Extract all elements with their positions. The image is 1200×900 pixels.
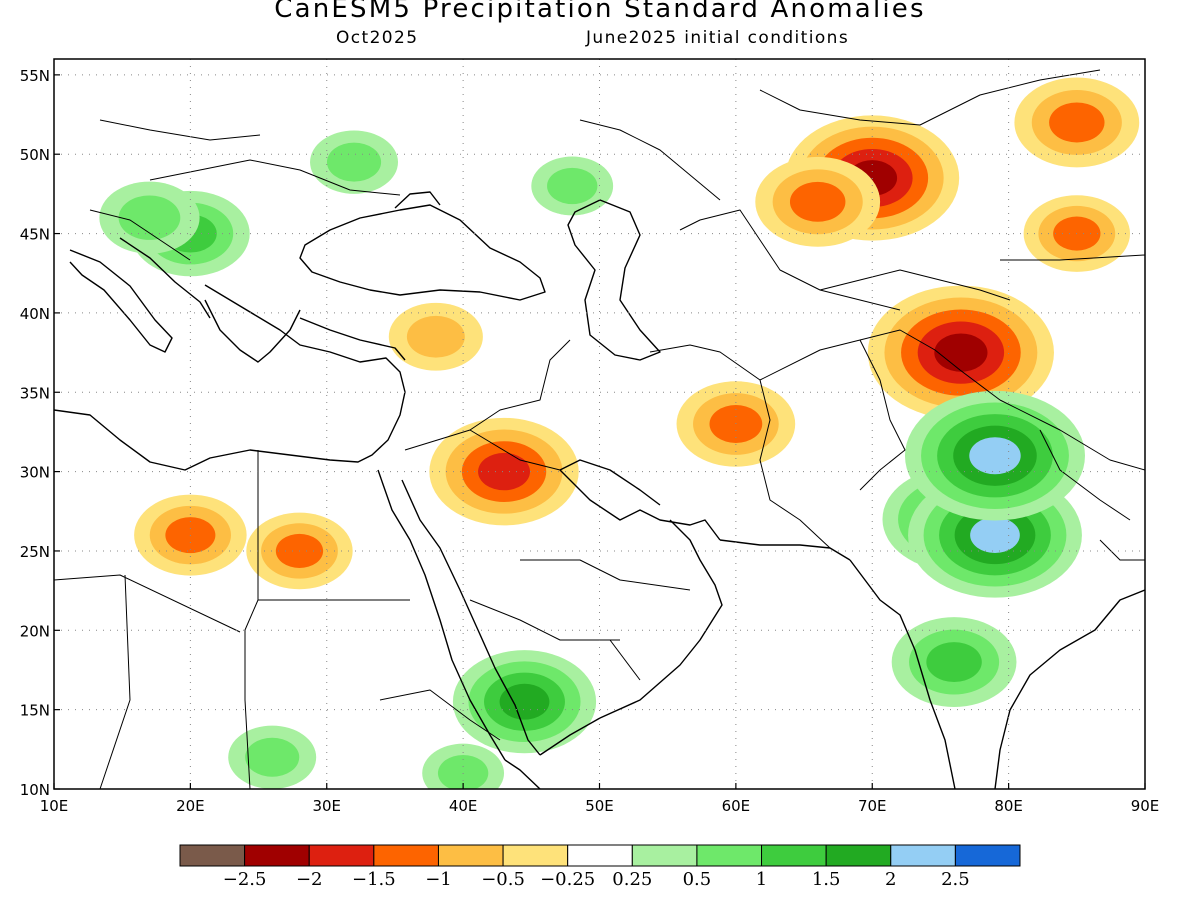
colorbar-label: −2.5 (223, 869, 267, 890)
anomaly-region (867, 285, 1054, 420)
anomaly-region (452, 650, 597, 754)
anomaly-region (99, 181, 200, 254)
colorbar: −2.5 −2 −1.5 −1 −0.5 −0.25 0.25 0.5 1 1.5 2 2.5 (179, 844, 1021, 890)
colorbar-label: 0.25 (612, 869, 652, 890)
lat-tick-label: 40N (20, 305, 50, 323)
contour-level (547, 167, 598, 205)
colorbar-label: 1 (756, 869, 767, 890)
contour-level (118, 195, 181, 240)
anomaly-region (904, 390, 1085, 521)
anomaly-region (755, 156, 881, 247)
lat-tick-label: 30N (20, 464, 50, 482)
colorbar-swatch (631, 844, 698, 867)
colorbar-label: 2 (885, 869, 896, 890)
colorbar-swatch (696, 844, 763, 867)
colorbar-label: −1.5 (352, 869, 396, 890)
lat-tick-label: 15N (20, 702, 50, 720)
contour-level (499, 683, 550, 720)
lat-tick-label: 20N (20, 622, 50, 640)
anomaly-region (388, 302, 483, 371)
valid-month-label: Oct2025 (336, 28, 419, 48)
colorbar-swatch (761, 844, 827, 867)
contour-level (1049, 102, 1105, 143)
contour-level (406, 315, 465, 358)
lat-tick-label: 50N (20, 146, 50, 164)
latitude-axis: 10N 15N 20N 25N 30N 35N 40N 45N 50N 55N (20, 67, 60, 799)
lat-tick-label: 25N (20, 543, 50, 561)
lon-tick-label: 10E (40, 797, 69, 815)
colorbar-swatch (308, 844, 375, 867)
contour-level (970, 517, 1020, 553)
colorbar-swatch (567, 844, 633, 867)
colorbar-label: 2.5 (941, 869, 970, 890)
contour-level (245, 737, 300, 777)
anomaly-region (531, 156, 614, 216)
anomaly-region (429, 417, 579, 526)
colorbar-label: −2 (296, 869, 323, 890)
init-conditions-label: June2025 initial conditions (586, 28, 850, 48)
contour-level (969, 437, 1021, 475)
map-title: CanESM5 Precipitation Standard Anomalies (274, 0, 926, 24)
colorbar-label: 0.5 (683, 869, 712, 890)
colorbar-swatch (437, 844, 504, 867)
graticule (54, 59, 1145, 789)
colorbar-swatch (244, 844, 310, 867)
colorbar-label: −0.25 (540, 869, 595, 890)
lon-tick-label: 80E (994, 797, 1023, 815)
longitude-axis: 10E 20E 30E 40E 50E 60E 70E 80E 90E (40, 783, 1160, 815)
contour-level (934, 333, 988, 372)
lon-tick-label: 40E (449, 797, 478, 815)
anomaly-region (310, 130, 399, 194)
contour-level (926, 642, 982, 683)
colorbar-swatch (179, 844, 246, 867)
contour-level (478, 452, 531, 491)
colorbar-swatch (373, 844, 439, 867)
colorbar-swatch (825, 844, 892, 867)
lon-tick-label: 70E (858, 797, 887, 815)
anomaly-region (891, 617, 1017, 707)
coastlines-and-borders (54, 69, 1145, 789)
contour-level (437, 755, 489, 789)
lat-tick-label: 55N (20, 67, 50, 85)
lat-tick-label: 10N (20, 781, 50, 799)
anomaly-region (228, 725, 317, 789)
colorbar-swatch (890, 844, 956, 867)
lon-tick-label: 30E (312, 797, 341, 815)
contour-level (326, 142, 382, 182)
lon-tick-label: 90E (1131, 797, 1160, 815)
anomaly-region (1014, 77, 1140, 168)
lon-tick-label: 20E (176, 797, 205, 815)
colorbar-swatch (502, 844, 569, 867)
colorbar-label: 1.5 (812, 869, 841, 890)
lat-tick-label: 35N (20, 384, 50, 402)
lat-tick-label: 45N (20, 226, 50, 244)
colorbar-swatch (954, 844, 1021, 867)
colorbar-label: −1 (425, 869, 452, 890)
lon-tick-label: 60E (722, 797, 751, 815)
lon-tick-label: 50E (585, 797, 614, 815)
colorbar-label: −0.5 (481, 869, 525, 890)
contour-level (789, 181, 846, 222)
